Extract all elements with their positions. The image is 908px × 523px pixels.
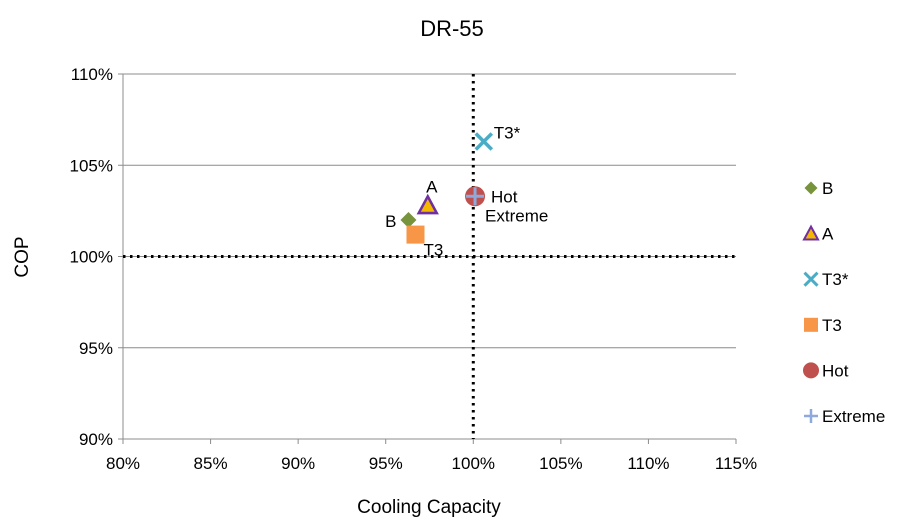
y-tick-label: 110% [71,65,113,84]
gridlines [123,73,736,349]
data-label-extreme: Extreme [485,206,548,225]
legend-item-extreme: Extreme [804,407,885,426]
legend-item-a: A [802,224,834,244]
legend-item-b: B [804,179,833,198]
y-tick-label: 95% [79,339,113,358]
legend-label-extreme: Extreme [822,407,885,426]
tick-labels: 90% 95% 100% 105% 110% 80% 85% 90% 95% 100% 105% 11… [70,65,758,473]
data-points [400,132,494,244]
x-tick-label: 90% [281,454,315,473]
data-label-b: B [385,212,396,231]
legend-marker-extreme [804,409,818,423]
x-tick-label: 115% [715,454,757,473]
y-tick-label: 105% [70,156,113,175]
legend-item-hot: Hot [803,361,849,380]
data-label-hot: Hot [491,187,518,206]
legend-label-t3: T3* [822,270,849,289]
y-axis-label: COP [12,236,33,277]
legend-marker-t3 [803,271,819,287]
legend-label-a: A [822,225,834,244]
point-extreme [466,187,485,206]
point-a [416,193,439,215]
legend-marker-b [804,181,818,195]
legend-item-t3: T3 [804,316,842,335]
legend-label-b: B [822,179,833,198]
point-t3 [474,132,494,151]
x-tick-label: 110% [627,454,669,473]
x-tick-label: 85% [194,454,228,473]
legend-marker-hot [803,362,819,379]
legend-label-hot: Hot [822,361,849,380]
legend-marker-t3 [804,317,818,332]
data-label-a: A [426,177,438,196]
x-tick-label: 105% [539,454,582,473]
legend-marker-a [802,224,820,241]
legend: B A T3* T3 Hot Extreme [802,179,885,426]
y-tick-label: 100% [70,248,113,267]
x-axis-label: Cooling Capacity [357,497,501,518]
legend-item-t3: T3* [803,270,849,289]
point-b [400,212,417,228]
x-tick-label: 100% [452,454,495,473]
reference-lines [123,74,736,439]
x-tick-label: 80% [106,454,140,473]
data-label-t3: T3 [423,241,443,260]
data-label-t3: T3* [494,124,521,143]
point-t3 [406,225,425,244]
chart-title: DR-55 [420,16,484,41]
legend-label-t3: T3 [822,316,842,335]
x-tick-label: 95% [369,454,403,473]
y-tick-label: 90% [79,430,113,449]
